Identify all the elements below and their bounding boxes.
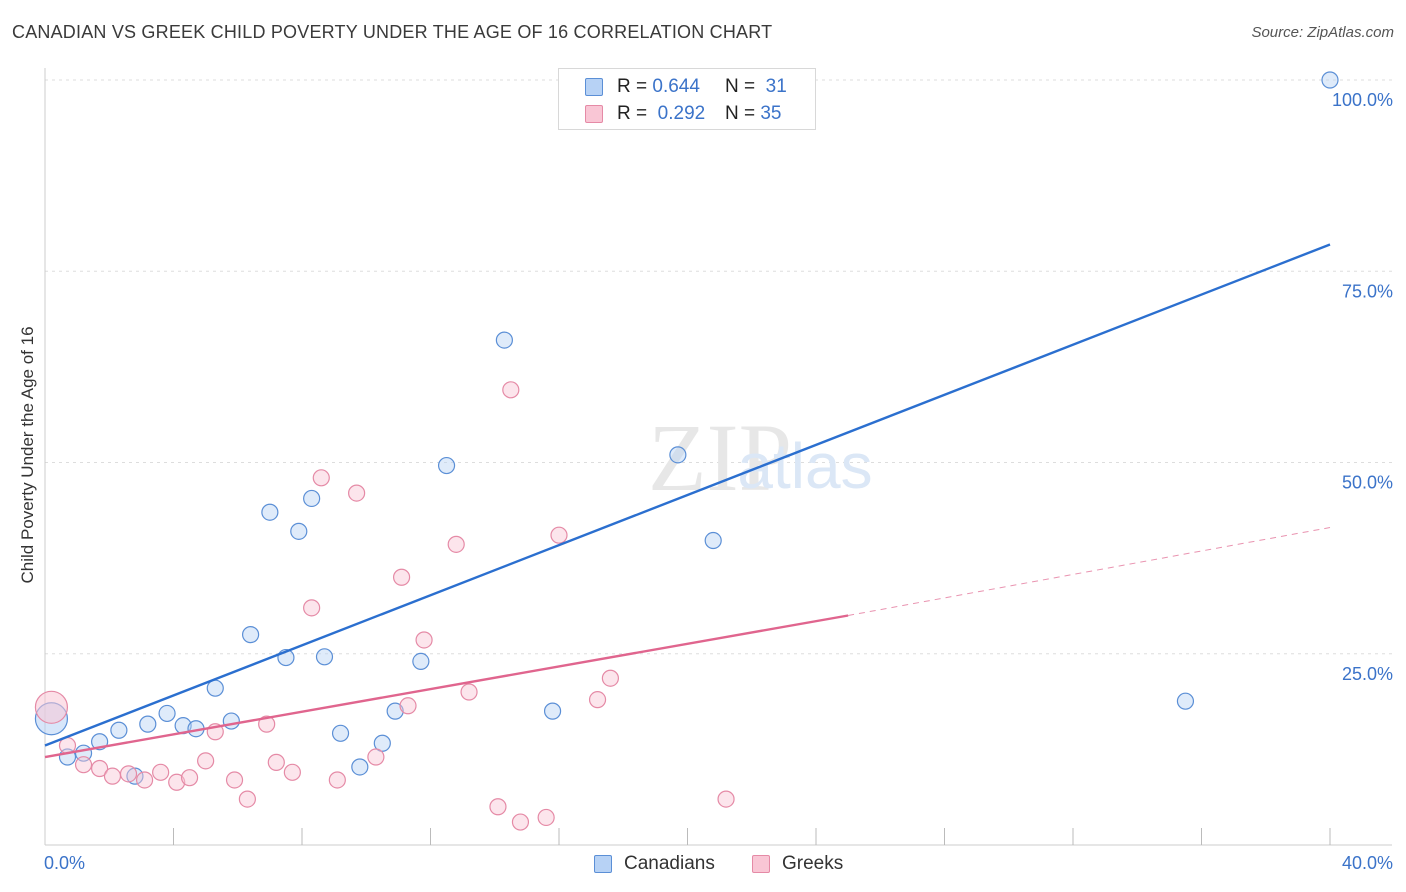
greek-point [152, 763, 170, 781]
canadian-point [331, 724, 350, 742]
greek-point [588, 691, 607, 709]
canadian-point [437, 456, 456, 475]
greek-point [197, 752, 215, 770]
greek-point [399, 697, 417, 715]
canadian-point [543, 702, 562, 720]
y-tick-label: 50.0% [1342, 473, 1393, 493]
data-points [34, 71, 1339, 831]
grid-lines [45, 79, 1392, 655]
greek-point [91, 759, 109, 778]
canadian-point [110, 721, 128, 739]
bottom-canadians-label: Canadians [624, 853, 715, 874]
greeks-trend-extension [848, 527, 1331, 616]
canadian-point [261, 503, 279, 521]
greek-point [34, 690, 69, 724]
greek-point [267, 753, 285, 771]
greek-point [74, 756, 93, 774]
bottom-greeks-swatch [752, 855, 770, 873]
canadian-point [290, 522, 308, 540]
canadians-swatch [585, 78, 603, 96]
greek-point [550, 526, 568, 544]
canadian-point [495, 331, 513, 349]
canadian-point [669, 446, 687, 464]
canadians-n-label: N = [724, 76, 756, 97]
greeks-trend-line [44, 614, 849, 759]
bottom-greeks-label: Greeks [782, 853, 844, 874]
greeks-swatch [585, 105, 603, 123]
y-tick-label: 75.0% [1342, 281, 1393, 301]
greek-point [511, 813, 530, 831]
canadian-point [158, 704, 176, 723]
x-tick-label: 40.0% [1342, 853, 1393, 873]
chart-title: CANADIAN VS GREEK CHILD POVERTY UNDER TH… [12, 22, 773, 42]
greek-point [717, 790, 735, 808]
bottom-canadians-swatch [594, 855, 612, 873]
canadians-r-value: 0.644 [652, 76, 700, 97]
greek-point [283, 763, 301, 781]
greek-point [119, 765, 138, 783]
greek-point [601, 669, 620, 687]
canadians-r-label: R = [617, 76, 648, 97]
canadian-point [412, 652, 430, 671]
greek-point [303, 599, 321, 617]
canadian-point [704, 531, 722, 550]
canadian-point [386, 702, 404, 720]
greek-point [180, 769, 199, 787]
trend-lines [44, 243, 1331, 759]
canadians-trend-line [44, 243, 1331, 747]
greek-point [135, 771, 154, 789]
greeks-r-value: 0.292 [657, 103, 706, 124]
bottom-legend-canadians: Canadians [594, 852, 715, 876]
greek-point [392, 568, 411, 586]
canadian-point [139, 715, 157, 733]
greek-point [537, 808, 555, 827]
greek-point [415, 631, 433, 649]
canadian-point [222, 712, 240, 730]
canadians-n-value: 31 [765, 76, 787, 97]
greek-point [168, 773, 186, 791]
greek-point [367, 748, 385, 766]
tick-labels: 25.0% 50.0% 75.0% 100.0% 0.0% 40.0% [44, 90, 1393, 873]
watermark-zip: ZIP [648, 404, 792, 511]
greeks-n-value: 35 [760, 103, 782, 124]
greek-point [238, 790, 256, 808]
canadian-point [315, 648, 334, 666]
bottom-legend-greeks: Greeks [752, 852, 843, 876]
source-label: Source: ZipAtlas.com [1251, 24, 1394, 41]
greek-point [103, 767, 122, 785]
canadian-point [242, 626, 260, 644]
greek-point [312, 469, 330, 487]
y-tick-label: 25.0% [1342, 664, 1393, 684]
greeks-n-label: N = [724, 103, 756, 124]
canadian-point [351, 758, 369, 776]
greek-point [348, 484, 366, 502]
greek-point [225, 771, 244, 789]
legend-row-greeks: R = 0.292 N = 35 [585, 101, 781, 127]
greek-point [328, 771, 346, 789]
canadian-point [1321, 71, 1339, 89]
greek-point [489, 798, 507, 816]
x-tick-label: 0.0% [44, 853, 85, 873]
greek-point [502, 381, 520, 399]
canadian-point [373, 734, 391, 752]
greek-point [258, 715, 276, 733]
legend-row-canadians: R = 0.644 N = 31 [585, 74, 787, 100]
canadian-point [303, 489, 321, 508]
greek-point [447, 535, 465, 553]
greek-point [460, 683, 478, 701]
greeks-r-label: R = [617, 103, 648, 124]
y-tick-label: 100.0% [1332, 90, 1393, 110]
canadian-point [1176, 692, 1195, 710]
watermark-atlas: atlas [737, 430, 872, 502]
correlation-legend: R = 0.644 N = 31 R = 0.292 N = 35 [558, 68, 816, 130]
